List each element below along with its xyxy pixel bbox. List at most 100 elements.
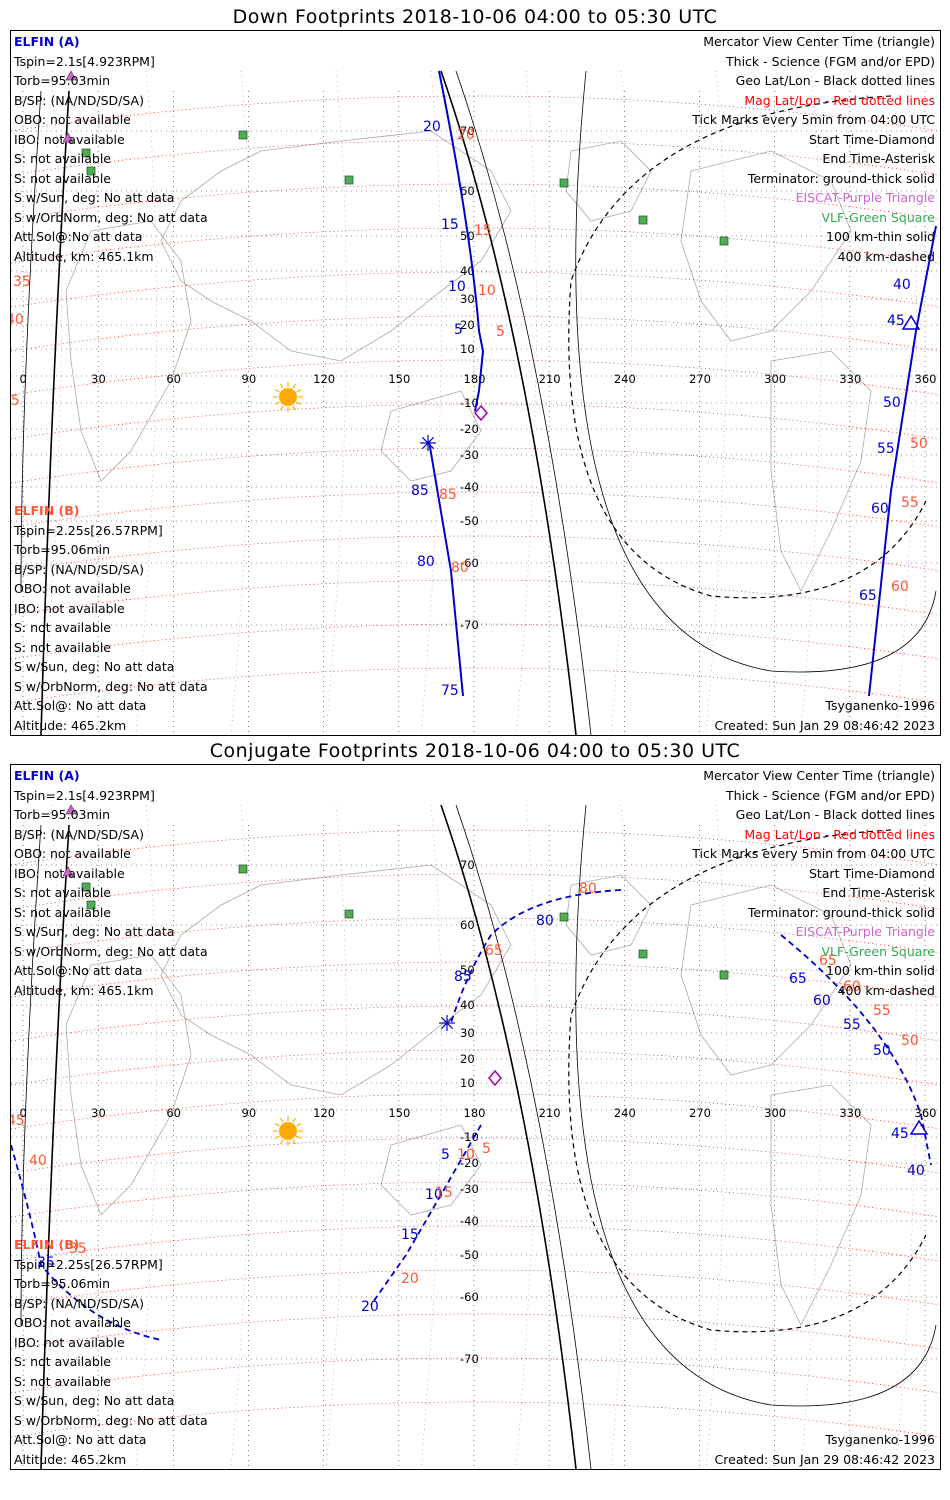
info-line: OBO: not available <box>14 846 131 861</box>
track-a-label: 65 <box>789 971 807 987</box>
lon-label: 150 <box>388 372 410 386</box>
terminator-100km <box>575 70 937 673</box>
mag-parallel <box>11 315 940 352</box>
lat-label: 20 <box>460 318 475 332</box>
mag-parallel <box>11 447 940 484</box>
mag-parallel <box>11 1313 940 1350</box>
lon-label: 210 <box>539 1106 561 1120</box>
lon-label: 270 <box>689 1106 711 1120</box>
vlf-square <box>81 882 91 892</box>
coastline <box>380 1124 482 1216</box>
lon-label: 240 <box>614 372 636 386</box>
lat-label: 70 <box>460 124 475 138</box>
panel-title-down: Down Footprints 2018-10-06 04:00 to 05:3… <box>232 6 718 28</box>
map-svg-down: 0 30 60 90 120 150 180 210 240 270 300 330 360 70 60 50… <box>11 31 940 735</box>
mag-parallel <box>11 403 940 440</box>
coastline <box>770 1084 872 1326</box>
terminator-ground <box>440 804 577 1469</box>
track-a-label: 45 <box>891 1126 909 1142</box>
vlf-square <box>559 178 569 188</box>
coastline <box>65 220 192 482</box>
track-a-label: 15 <box>401 1227 419 1243</box>
lon-label: 360 <box>915 372 937 386</box>
info-line: S: not available <box>14 151 111 166</box>
track-b-label: 10 <box>457 1147 475 1163</box>
track-b-label: 15 <box>474 223 492 239</box>
info-line: OBO: not available <box>14 581 131 596</box>
lon-label: 330 <box>839 1106 861 1120</box>
elfin-a-info: ELFIN (A) Tspin=2.1s[4.923RPM] Torb=95.03m… <box>14 766 208 1000</box>
legend-line: 400 km-dashed <box>837 982 935 998</box>
lat-label: 10 <box>460 342 475 356</box>
lon-label: 90 <box>242 372 257 386</box>
sun-ray <box>274 1122 280 1127</box>
info-line: S: not available <box>14 639 111 655</box>
legend-line: EISCAT-Purple Triangle <box>795 190 935 205</box>
lat-label: -60 <box>460 1290 479 1304</box>
lat-label: -50 <box>460 1248 479 1262</box>
lon-label: 330 <box>839 372 861 386</box>
lon-label: 270 <box>689 372 711 386</box>
track-a-label: 85 <box>454 969 472 985</box>
mag-parallel <box>11 183 940 220</box>
terminator-100km <box>20 824 42 1326</box>
track-b-label: 65 <box>11 31 29 35</box>
track-a-label: 65 <box>859 588 877 604</box>
vlf-square <box>638 215 648 225</box>
legend-line: Geo Lat/Lon - Black dotted lines <box>735 73 935 88</box>
track-a-label: 80 <box>536 913 554 929</box>
track-a-label: 45 <box>887 313 905 329</box>
lat-label: -10 <box>460 1130 479 1144</box>
lon-label: 180 <box>464 372 486 386</box>
lon-label: 240 <box>614 1106 636 1120</box>
end-asterisk <box>440 1016 454 1030</box>
track-b-label: 65 <box>485 943 503 959</box>
info-line: OBO: not available <box>14 1315 131 1330</box>
mag-parallel <box>11 1269 940 1306</box>
track-b-label: 55 <box>901 495 919 511</box>
lat-label: -20 <box>460 422 479 436</box>
legend-line: Mercator View Center Time (triangle) <box>703 768 935 783</box>
mag-parallel <box>11 491 940 528</box>
info-line: ELFIN (A) <box>14 34 80 49</box>
track-b-label: 50 <box>901 1033 919 1049</box>
info-line: S: not available <box>14 1354 111 1369</box>
lat-label: 60 <box>460 918 475 932</box>
sun-ray <box>279 383 284 389</box>
end-asterisk <box>421 436 435 450</box>
sun-ray <box>279 1139 284 1145</box>
info-line: S: not available <box>14 1373 111 1389</box>
track-a-label: 60 <box>871 501 889 517</box>
legend: Mercator View Center Time (triangle) Thic… <box>692 766 935 1000</box>
legend-line: Tick Marks every 5min from 04:00 UTC <box>692 846 935 861</box>
elfin-b-info: ELFIN (B) Tspin=2.25s[26.57RPM] Torb=95.06… <box>14 501 208 735</box>
lon-label: 30 <box>91 372 106 386</box>
sun-ray <box>274 1135 280 1140</box>
info-line: S w/Sun, deg: No att data <box>14 1393 175 1408</box>
mag-parallel <box>11 139 940 176</box>
track-b-label: 60 <box>843 979 861 995</box>
legend-line: Geo Lat/Lon - Black dotted lines <box>735 807 935 822</box>
track-a-label: 80 <box>417 554 435 570</box>
info-line: B/SP: (NA/ND/SD/SA) <box>14 826 144 842</box>
lon-label: 0 <box>20 372 27 386</box>
legend-line: Terminator: ground-thick solid <box>747 904 935 920</box>
elfin-a-track <box>370 1124 482 1306</box>
mag-parallel <box>11 1049 940 1086</box>
lat-label: 60 <box>460 184 475 198</box>
vlf-square <box>238 130 248 140</box>
sun-ray <box>296 1122 302 1127</box>
eiscat-triangle <box>65 70 77 81</box>
lon-label: 150 <box>388 1106 410 1120</box>
vlf-square <box>559 912 569 922</box>
sun-ray <box>279 405 284 411</box>
sun-icon <box>279 388 297 406</box>
center-triangle <box>909 1119 929 1135</box>
terminator-100km <box>455 70 592 735</box>
lon-label: 60 <box>166 372 181 386</box>
sun-ray <box>292 405 297 411</box>
legend-line: Mag Lat/Lon - Red dotted lines <box>744 826 935 842</box>
track-b-label: 40 <box>29 1153 47 1169</box>
track-a-label: 20 <box>423 119 441 135</box>
lat-label: -30 <box>460 1182 479 1196</box>
